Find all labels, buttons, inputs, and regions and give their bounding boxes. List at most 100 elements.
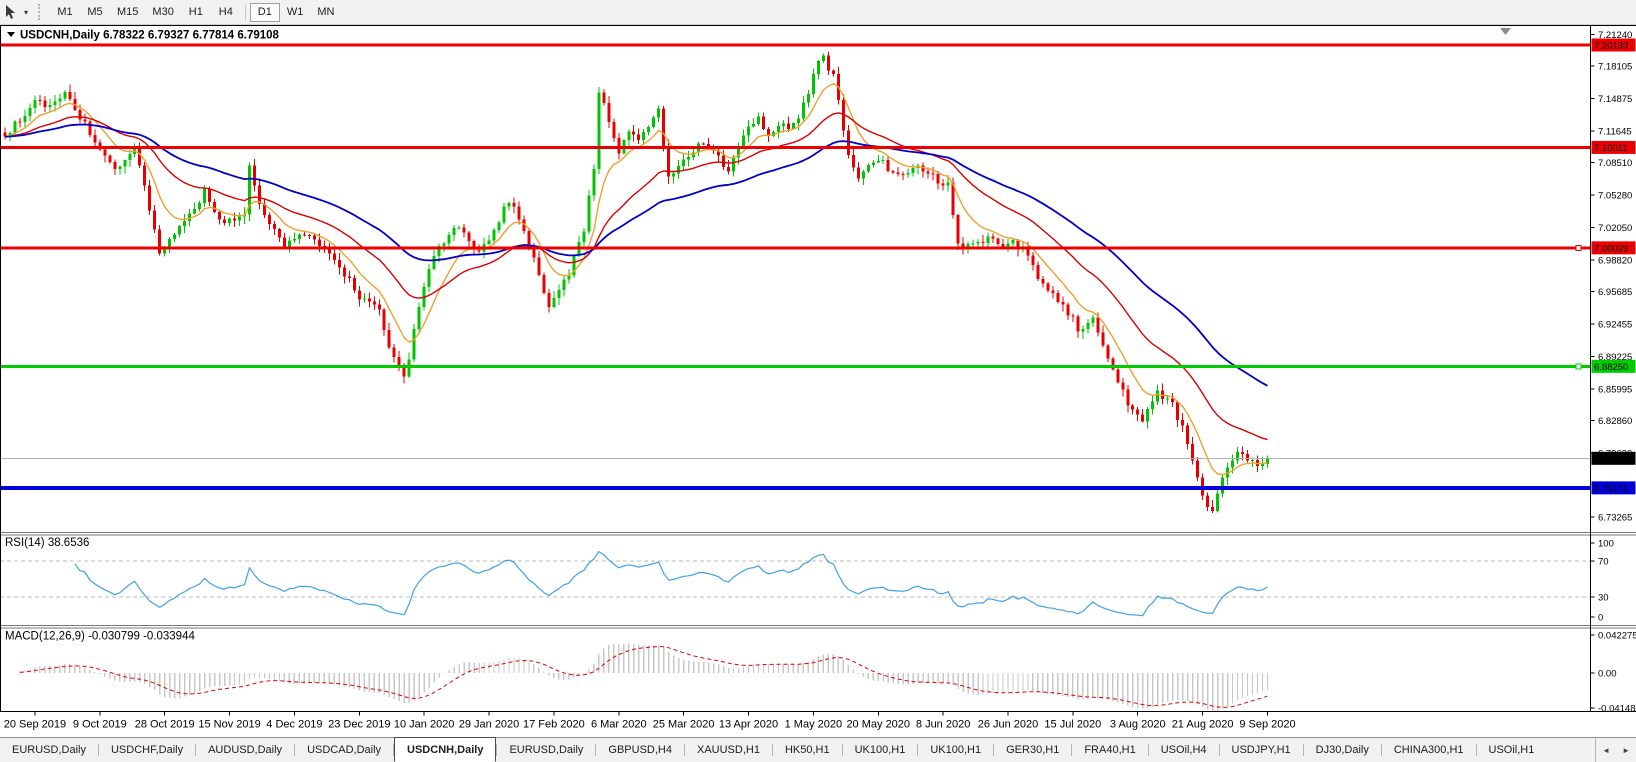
price-tick-label: 6.85995 bbox=[1598, 385, 1632, 396]
tab-divider bbox=[294, 744, 296, 756]
tab-eurusd-daily[interactable]: EURUSD,Daily bbox=[509, 744, 584, 756]
tab-scroll-buttons: ◄ ► bbox=[1595, 738, 1636, 762]
rsi-tick-label: 100 bbox=[1598, 539, 1614, 550]
rsi-tick-label: 0 bbox=[1598, 613, 1603, 624]
toolbar-separator bbox=[244, 4, 246, 20]
tab-dj30-daily[interactable]: DJ30,Daily bbox=[1315, 744, 1369, 756]
price-tick-label: 6.92455 bbox=[1598, 320, 1632, 331]
price-tick-label: 6.89225 bbox=[1598, 352, 1632, 363]
tab-divider bbox=[1218, 744, 1220, 756]
rsi-line bbox=[74, 550, 1268, 617]
rsi-panel bbox=[0, 550, 1590, 617]
tab-uk100-h1[interactable]: UK100,H1 bbox=[854, 744, 906, 756]
price-tick-label: 7.08510 bbox=[1598, 158, 1632, 169]
tab-divider bbox=[1147, 744, 1149, 756]
date-tick-label: 9 Oct 2019 bbox=[73, 719, 127, 731]
timeframe-button-mn[interactable]: MN bbox=[310, 3, 341, 22]
tab-usdcnh-daily[interactable]: USDCNH,Daily bbox=[394, 737, 497, 762]
top-toolbar: ▾ M1 M5 M15 M30 H1 H4 D1 W1 MN bbox=[0, 0, 1636, 25]
price-tick-label: 6.82860 bbox=[1598, 416, 1632, 427]
timeframe-button-h4[interactable]: H4 bbox=[211, 3, 241, 22]
chart-tool-group[interactable]: ▾ bbox=[2, 4, 33, 20]
tab-divider bbox=[1302, 744, 1304, 756]
tab-usdchf-daily[interactable]: USDCHF,Daily bbox=[110, 744, 184, 756]
tab-divider bbox=[195, 744, 197, 756]
toolbar-grip bbox=[38, 4, 43, 20]
tab-audusd-daily[interactable]: AUDUSD,Daily bbox=[208, 744, 283, 756]
timeframe-button-m1[interactable]: M1 bbox=[50, 3, 80, 22]
macd-tick-label: 0.042275 bbox=[1598, 631, 1636, 642]
tab-divider bbox=[1475, 744, 1477, 756]
tab-fra40-h1[interactable]: FRA40,H1 bbox=[1084, 744, 1136, 756]
tab-china300-h1[interactable]: CHINA300,H1 bbox=[1393, 744, 1464, 756]
price-level-label: 7.10011 bbox=[1594, 143, 1628, 154]
tab-usoil-h4[interactable]: USOil,H4 bbox=[1160, 744, 1207, 756]
date-tick-label: 21 Aug 2020 bbox=[1172, 719, 1234, 731]
date-tick-label: 9 Sep 2020 bbox=[1239, 719, 1295, 731]
tab-ger30-h1[interactable]: GER30,H1 bbox=[1006, 744, 1060, 756]
macd-tick-label: 0.00 bbox=[1598, 669, 1617, 680]
tab-usdcad-daily[interactable]: USDCAD,Daily bbox=[307, 744, 382, 756]
date-tick-label: 26 Jun 2020 bbox=[978, 719, 1039, 731]
tab-uk100-h1[interactable]: UK100,H1 bbox=[930, 744, 982, 756]
date-axis[interactable]: 20 Sep 2019 9 Oct 2019 28 Oct 2019 15 Nov 2… bbox=[4, 712, 1296, 731]
timeframe-button-d1[interactable]: D1 bbox=[249, 2, 280, 22]
price-level-label: 6.79108 bbox=[1594, 454, 1628, 465]
date-tick-label: 4 Dec 2019 bbox=[266, 719, 322, 731]
tab-divider bbox=[595, 744, 597, 756]
rsi-label: RSI(14) 38.6536 bbox=[5, 537, 89, 549]
tab-divider bbox=[771, 744, 773, 756]
tab-gbpusd-h4[interactable]: GBPUSD,H4 bbox=[608, 744, 672, 756]
rsi-tick-label: 70 bbox=[1598, 557, 1609, 568]
chart-tab-bar: EURUSD,Daily USDCHF,Daily AUDUSD,Daily USDC… bbox=[0, 737, 1636, 762]
tab-eurusd-daily[interactable]: EURUSD,Daily bbox=[12, 744, 86, 756]
tab-usdjpy-h1[interactable]: USDJPY,H1 bbox=[1231, 744, 1291, 756]
tab-divider bbox=[993, 744, 995, 756]
tab-divider bbox=[496, 744, 498, 756]
price-axis[interactable]: 7.21240 7.18105 7.14875 7.11645 7.08510 7.052… bbox=[1590, 30, 1636, 715]
macd-signal-line bbox=[19, 645, 1268, 708]
chart-collapse-icon[interactable] bbox=[7, 32, 15, 37]
date-tick-label: 3 Aug 2020 bbox=[1110, 719, 1166, 731]
price-tick-label: 6.95685 bbox=[1598, 287, 1632, 298]
date-tick-label: 8 Jun 2020 bbox=[916, 719, 970, 731]
date-tick-label: 25 Mar 2020 bbox=[653, 719, 715, 731]
chart-symbol-ohlc: USDCNH,Daily 6.78322 6.79327 6.77814 6.7… bbox=[20, 30, 280, 42]
price-tick-label: 7.11645 bbox=[1598, 126, 1632, 137]
price-level-label: 6.76171 bbox=[1594, 483, 1628, 494]
price-tick-label: 7.14875 bbox=[1598, 94, 1632, 105]
price-level-label: 7.20193 bbox=[1594, 41, 1628, 52]
timeframe-button-h1[interactable]: H1 bbox=[181, 3, 211, 22]
date-tick-label: 15 Nov 2019 bbox=[198, 719, 260, 731]
tab-divider bbox=[1071, 744, 1073, 756]
tab-hk50-h1[interactable]: HK50,H1 bbox=[784, 744, 830, 756]
tab-scroll-right-icon[interactable]: ► bbox=[1622, 745, 1630, 755]
price-tick-label: 6.98820 bbox=[1598, 256, 1632, 267]
timeframe-button-m30[interactable]: M30 bbox=[145, 3, 180, 22]
timeframe-button-m15[interactable]: M15 bbox=[110, 3, 145, 22]
tab-xauusd-h1[interactable]: XAUUSD,H1 bbox=[696, 744, 760, 756]
timeframe-button-group: M1 M5 M15 M30 H1 H4 D1 W1 MN bbox=[50, 2, 341, 22]
date-tick-label: 23 Dec 2019 bbox=[328, 719, 390, 731]
price-tick-label: 7.18105 bbox=[1598, 62, 1632, 73]
tab-divider bbox=[393, 744, 395, 756]
chart-shift-marker-icon bbox=[1500, 28, 1511, 35]
tab-usoil-h1[interactable]: USOil,H1 bbox=[1488, 744, 1535, 756]
chart-canvas[interactable]: 7.21240 7.18105 7.14875 7.11645 7.08510 7.052… bbox=[0, 25, 1636, 737]
macd-panel bbox=[19, 643, 1269, 711]
rsi-tick-label: 30 bbox=[1598, 593, 1609, 604]
date-tick-label: 10 Jan 2020 bbox=[394, 719, 455, 731]
tab-divider bbox=[97, 744, 99, 756]
tool-dropdown-arrow-icon[interactable]: ▾ bbox=[24, 7, 29, 17]
timeframe-button-m5[interactable]: M5 bbox=[80, 3, 110, 22]
date-tick-label: 1 May 2020 bbox=[785, 719, 842, 731]
date-tick-label: 13 Apr 2020 bbox=[719, 719, 778, 731]
slow-ma-line bbox=[4, 123, 1268, 387]
macd-tick-label: -0.04148 bbox=[1598, 704, 1636, 715]
tab-scroll-left-icon[interactable]: ◄ bbox=[1602, 745, 1611, 755]
price-tick-label: 6.73265 bbox=[1598, 513, 1632, 524]
tab-divider bbox=[1380, 744, 1382, 756]
price-tick-label: 7.21240 bbox=[1598, 30, 1632, 41]
timeframe-button-w1[interactable]: W1 bbox=[280, 3, 311, 22]
date-tick-label: 17 Feb 2020 bbox=[523, 719, 585, 731]
